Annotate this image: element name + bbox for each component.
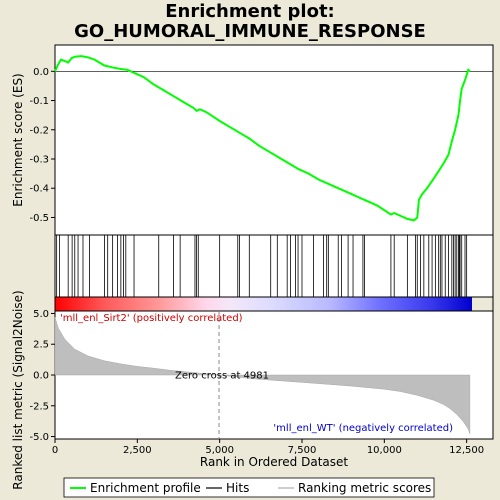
metric-y-tick-label: 0.0 <box>33 371 49 382</box>
metric-y-tick-label: -2.5 <box>29 401 49 412</box>
ranking-metric-area <box>54 317 471 435</box>
negative-correlation-label: 'mll_enl_WT' (negatively correlated) <box>273 423 453 434</box>
enrichment-profile-line <box>54 55 471 222</box>
x-tick-label: 12,500 <box>449 445 484 456</box>
hit-marks <box>56 235 468 297</box>
positive-correlation-label: 'mll_enl_Sirt2' (positively correlated) <box>60 313 243 324</box>
x-axis-label: Rank in Ordered Dataset <box>200 455 348 469</box>
chart-title: Enrichment plot: GO_HUMORAL_IMMUNE_RESPO… <box>0 2 500 42</box>
es-y-ticks: 0.0 -0.1 -0.2 -0.3 -0.4 -0.5 <box>29 67 55 224</box>
es-axis-label: Enrichment score (ES) <box>11 73 25 206</box>
es-panel <box>54 44 494 236</box>
chart-title-line1: Enrichment plot: <box>165 1 335 22</box>
hits-panel <box>54 234 494 298</box>
metric-y-tick-label: 5.0 <box>33 309 49 320</box>
es-y-tick-label: -0.5 <box>29 213 49 224</box>
x-tick-label: 2,500 <box>123 445 152 456</box>
legend-label-enrichment: Enrichment profile <box>90 481 201 495</box>
legend-label-metric: Ranking metric scores <box>298 481 431 495</box>
es-y-tick-label: -0.1 <box>29 96 49 107</box>
x-tick-label: 10,000 <box>367 445 402 456</box>
rank-color-bar <box>55 297 472 311</box>
x-tick-label: 5,000 <box>205 445 234 456</box>
metric-y-tick-label: -5.0 <box>29 432 49 443</box>
es-y-tick-label: -0.4 <box>29 184 49 195</box>
metric-y-ticks: 5.0 2.5 0.0 -2.5 -5.0 <box>29 309 55 443</box>
legend: Enrichment profile Hits Ranking metric s… <box>63 477 435 498</box>
es-y-tick-label: -0.2 <box>29 125 49 136</box>
legend-label-hits: Hits <box>226 481 249 495</box>
es-y-tick-label: -0.3 <box>29 155 49 166</box>
x-tick-label: 7,500 <box>288 445 317 456</box>
metric-axis-label: Ranked list metric (Signal2Noise) <box>11 290 25 489</box>
legend-box <box>63 477 435 498</box>
x-ticks: 0 2,500 5,000 7,500 10,000 12,500 <box>52 439 484 456</box>
zero-cross-label: Zero cross at 4981 <box>175 371 269 382</box>
chart-title-line2: GO_HUMORAL_IMMUNE_RESPONSE <box>74 21 426 42</box>
es-y-tick-label: 0.0 <box>33 67 49 78</box>
metric-y-tick-label: 2.5 <box>33 340 49 351</box>
x-tick-label: 0 <box>52 445 58 456</box>
